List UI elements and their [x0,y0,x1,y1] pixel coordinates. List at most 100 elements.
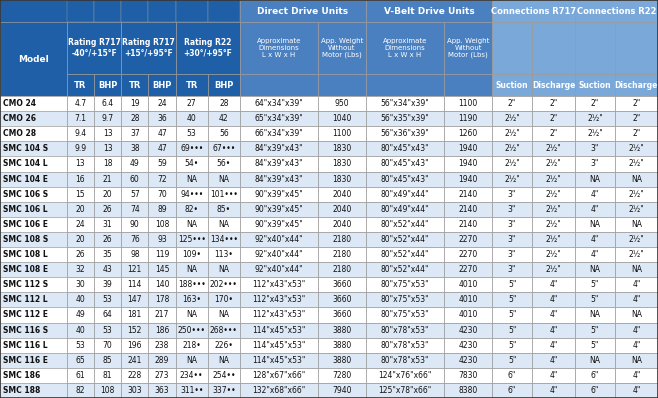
Bar [121,141,149,156]
Bar [149,262,176,277]
Text: 3880: 3880 [332,326,351,335]
Text: 4": 4" [632,280,640,289]
Bar [176,0,208,22]
Text: 1100: 1100 [332,129,351,138]
Bar [240,141,318,156]
Bar [94,277,121,292]
Text: 69•••: 69••• [180,144,203,153]
Text: 2140: 2140 [459,220,478,229]
Text: 4": 4" [549,326,558,335]
Bar [366,368,444,383]
Text: NA: NA [631,265,642,274]
Text: 81: 81 [103,371,113,380]
Text: Connections R22: Connections R22 [577,6,656,16]
Text: 40: 40 [76,326,86,335]
Text: 28: 28 [219,99,228,108]
Text: 84"x39"x43": 84"x39"x43" [255,144,303,153]
Bar [0,141,67,156]
Bar [208,338,240,353]
Bar [575,126,615,141]
Bar [240,353,318,368]
Text: 47: 47 [157,129,167,138]
Text: 147: 147 [128,295,142,304]
Bar [94,307,121,322]
Bar [318,383,366,398]
Text: 3": 3" [508,220,517,229]
Bar [67,74,94,96]
Bar [0,217,67,232]
Text: 20: 20 [103,190,113,199]
Text: 2180: 2180 [332,250,351,259]
Text: 80"x78"x53": 80"x78"x53" [381,356,429,365]
Bar [240,383,318,398]
Bar [176,126,208,141]
Text: 4": 4" [591,235,599,244]
Text: App. Weight
Without
Motor (Lbs): App. Weight Without Motor (Lbs) [321,38,363,58]
Bar [121,232,149,247]
Text: 3": 3" [508,250,517,259]
Bar [121,217,149,232]
Bar [94,368,121,383]
Text: Model: Model [18,55,49,64]
Text: 4": 4" [549,371,558,380]
Text: 2": 2" [549,129,557,138]
Bar [366,307,444,322]
Text: 4": 4" [549,295,558,304]
Text: NA: NA [590,175,600,183]
Bar [67,111,94,126]
Text: 4": 4" [632,371,640,380]
Bar [121,156,149,172]
Bar [240,187,318,202]
Bar [176,353,208,368]
Text: 74: 74 [130,205,139,214]
Text: BHP: BHP [98,80,117,90]
Bar [67,141,94,156]
Bar [575,338,615,353]
Bar [366,187,444,202]
Text: 2": 2" [508,99,516,108]
Bar [492,0,575,22]
Bar [149,126,176,141]
Text: 234••: 234•• [180,371,203,380]
Bar [67,232,94,247]
Bar [575,202,615,217]
Text: 3880: 3880 [332,356,351,365]
Bar [0,277,67,292]
Bar [149,322,176,338]
Text: 1100: 1100 [459,99,478,108]
Text: 1940: 1940 [459,160,478,168]
Text: 5": 5" [508,310,517,320]
Bar [208,383,240,398]
Bar [615,247,658,262]
Bar [176,111,208,126]
Text: 26: 26 [103,235,113,244]
Text: 4": 4" [549,310,558,320]
Bar [240,307,318,322]
Bar [176,338,208,353]
Text: 89: 89 [157,205,167,214]
Text: 84"x39"x43": 84"x39"x43" [255,175,303,183]
Text: 1830: 1830 [332,160,351,168]
Text: 3880: 3880 [332,341,351,350]
Text: 36: 36 [157,114,167,123]
Text: 2270: 2270 [459,265,478,274]
Text: 80"x78"x53": 80"x78"x53" [381,341,429,350]
Text: 132"x68"x66": 132"x68"x66" [252,386,305,395]
Text: 3660: 3660 [332,310,352,320]
Bar [240,111,318,126]
Bar [176,307,208,322]
Bar [615,96,658,111]
Text: NA: NA [590,310,600,320]
Bar [176,217,208,232]
Bar [444,74,492,96]
Text: 4": 4" [549,386,558,395]
Bar [366,292,444,307]
Bar [532,338,575,353]
Bar [121,126,149,141]
Bar [121,277,149,292]
Text: SMC 104 S: SMC 104 S [3,144,48,153]
Text: 80"x49"x44": 80"x49"x44" [381,205,430,214]
Bar [121,322,149,338]
Text: 178: 178 [155,295,169,304]
Bar [615,262,658,277]
